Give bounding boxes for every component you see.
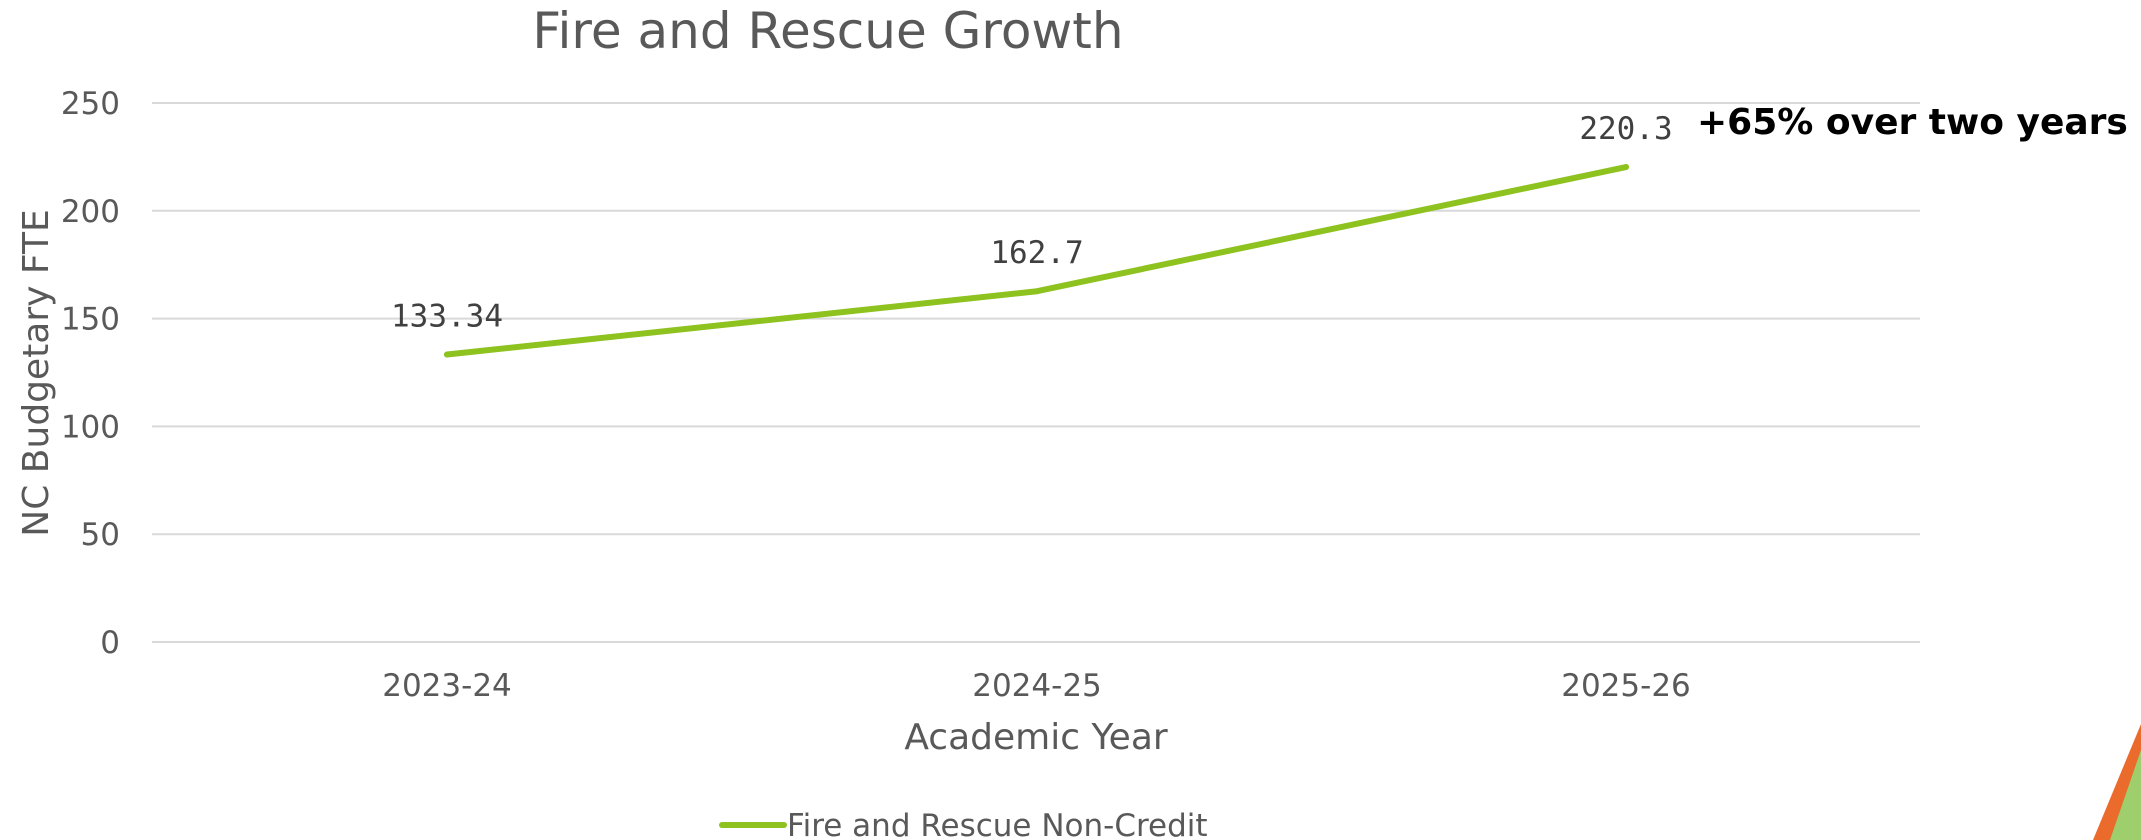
series-group (444, 164, 1629, 358)
x-tick-label-2023-24: 2023-24 (382, 668, 512, 704)
x-axis-title: Academic Year (904, 717, 1168, 758)
y-tick-label-200: 200 (61, 194, 120, 230)
legend-label: Fire and Rescue Non-Credit (787, 808, 1208, 840)
x-tick-label-2024-25: 2024-25 (972, 668, 1102, 704)
growth-annotation: +65% over two years (1697, 102, 2128, 143)
data-label-2024-25: 162.7 (990, 235, 1083, 271)
y-tick-label-100: 100 (61, 409, 120, 445)
data-label-2023-24: 133.34 (391, 299, 503, 335)
legend: Fire and Rescue Non-Credit (719, 808, 1208, 840)
chart-title: Fire and Rescue Growth (532, 2, 1123, 60)
data-labels: 133.34 162.7 220.3 (391, 111, 1673, 334)
y-tick-label-150: 150 (61, 302, 120, 338)
gridlines (152, 102, 1920, 643)
data-point-2023-24 (444, 351, 450, 358)
corner-decoration (2093, 724, 2141, 840)
data-point-2024-25 (1034, 288, 1040, 295)
y-tick-label-250: 250 (61, 86, 120, 122)
y-tick-label-50: 50 (81, 517, 120, 553)
x-tick-label-2025-26: 2025-26 (1561, 668, 1691, 704)
y-axis-title: NC Budgetary FTE (16, 209, 57, 536)
data-point-2025-26 (1623, 164, 1629, 171)
data-label-2025-26: 220.3 (1579, 111, 1672, 147)
corner-green-shape (2110, 750, 2141, 840)
y-tick-label-0: 0 (100, 625, 120, 661)
y-axis-ticks: 0 50 100 150 200 250 (61, 86, 120, 661)
x-axis-ticks: 2023-24 2024-25 2025-26 (382, 668, 1691, 704)
